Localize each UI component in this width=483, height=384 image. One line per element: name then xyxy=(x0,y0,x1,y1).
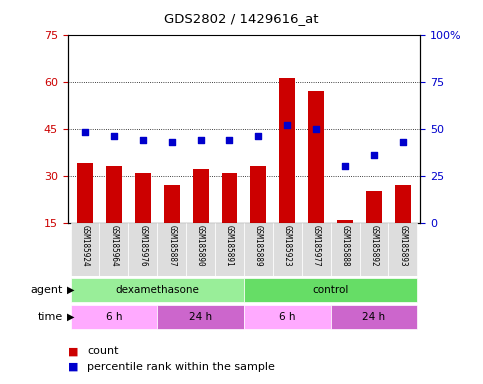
Bar xyxy=(193,169,209,223)
Bar xyxy=(135,172,151,223)
Point xyxy=(81,129,89,136)
Text: dexamethasone: dexamethasone xyxy=(115,285,199,295)
Bar xyxy=(273,223,302,276)
Bar xyxy=(250,166,266,223)
Bar xyxy=(71,223,99,276)
Text: count: count xyxy=(87,346,118,356)
Text: ▶: ▶ xyxy=(67,312,75,322)
Bar xyxy=(395,185,411,223)
Bar xyxy=(337,220,353,223)
Bar xyxy=(331,223,359,276)
Text: GSM185890: GSM185890 xyxy=(196,225,205,267)
Text: GSM185891: GSM185891 xyxy=(225,225,234,267)
Bar xyxy=(244,305,331,329)
Point xyxy=(255,133,262,139)
Point xyxy=(168,139,175,145)
Text: GDS2802 / 1429616_at: GDS2802 / 1429616_at xyxy=(164,12,319,25)
Bar xyxy=(331,305,417,329)
Point xyxy=(399,139,407,145)
Text: percentile rank within the sample: percentile rank within the sample xyxy=(87,362,275,372)
Text: GSM185977: GSM185977 xyxy=(312,225,321,267)
Text: GSM185892: GSM185892 xyxy=(369,225,379,267)
Point xyxy=(197,137,204,143)
Bar xyxy=(244,223,273,276)
Point xyxy=(110,133,118,139)
Point xyxy=(313,126,320,132)
Text: time: time xyxy=(38,312,63,322)
Text: agent: agent xyxy=(30,285,63,295)
Bar xyxy=(302,223,331,276)
Text: ■: ■ xyxy=(68,346,78,356)
Point xyxy=(139,137,147,143)
Text: GSM185893: GSM185893 xyxy=(398,225,407,267)
Text: GSM185887: GSM185887 xyxy=(167,225,176,267)
Bar xyxy=(71,305,157,329)
Bar xyxy=(244,278,417,302)
Bar xyxy=(71,278,244,302)
Bar xyxy=(308,91,324,223)
Bar xyxy=(388,223,417,276)
Bar xyxy=(128,223,157,276)
Point xyxy=(284,122,291,128)
Text: 24 h: 24 h xyxy=(189,312,212,322)
Bar xyxy=(157,305,244,329)
Text: GSM185923: GSM185923 xyxy=(283,225,292,267)
Text: 24 h: 24 h xyxy=(362,312,385,322)
Text: 6 h: 6 h xyxy=(279,312,296,322)
Bar xyxy=(164,185,180,223)
Bar xyxy=(157,223,186,276)
Bar xyxy=(359,223,388,276)
Bar xyxy=(99,223,128,276)
Text: ■: ■ xyxy=(68,362,78,372)
Bar xyxy=(215,223,244,276)
Bar xyxy=(279,78,295,223)
Point xyxy=(341,163,349,169)
Point xyxy=(370,152,378,158)
Text: GSM185889: GSM185889 xyxy=(254,225,263,267)
Bar xyxy=(366,191,382,223)
Text: GSM185976: GSM185976 xyxy=(138,225,147,267)
Text: GSM185924: GSM185924 xyxy=(81,225,89,267)
Text: GSM185964: GSM185964 xyxy=(109,225,118,267)
Text: ▶: ▶ xyxy=(67,285,75,295)
Text: control: control xyxy=(313,285,349,295)
Text: GSM185888: GSM185888 xyxy=(341,225,350,267)
Bar xyxy=(186,223,215,276)
Bar xyxy=(222,172,238,223)
Bar xyxy=(106,166,122,223)
Text: 6 h: 6 h xyxy=(106,312,122,322)
Point xyxy=(226,137,233,143)
Bar xyxy=(77,163,93,223)
